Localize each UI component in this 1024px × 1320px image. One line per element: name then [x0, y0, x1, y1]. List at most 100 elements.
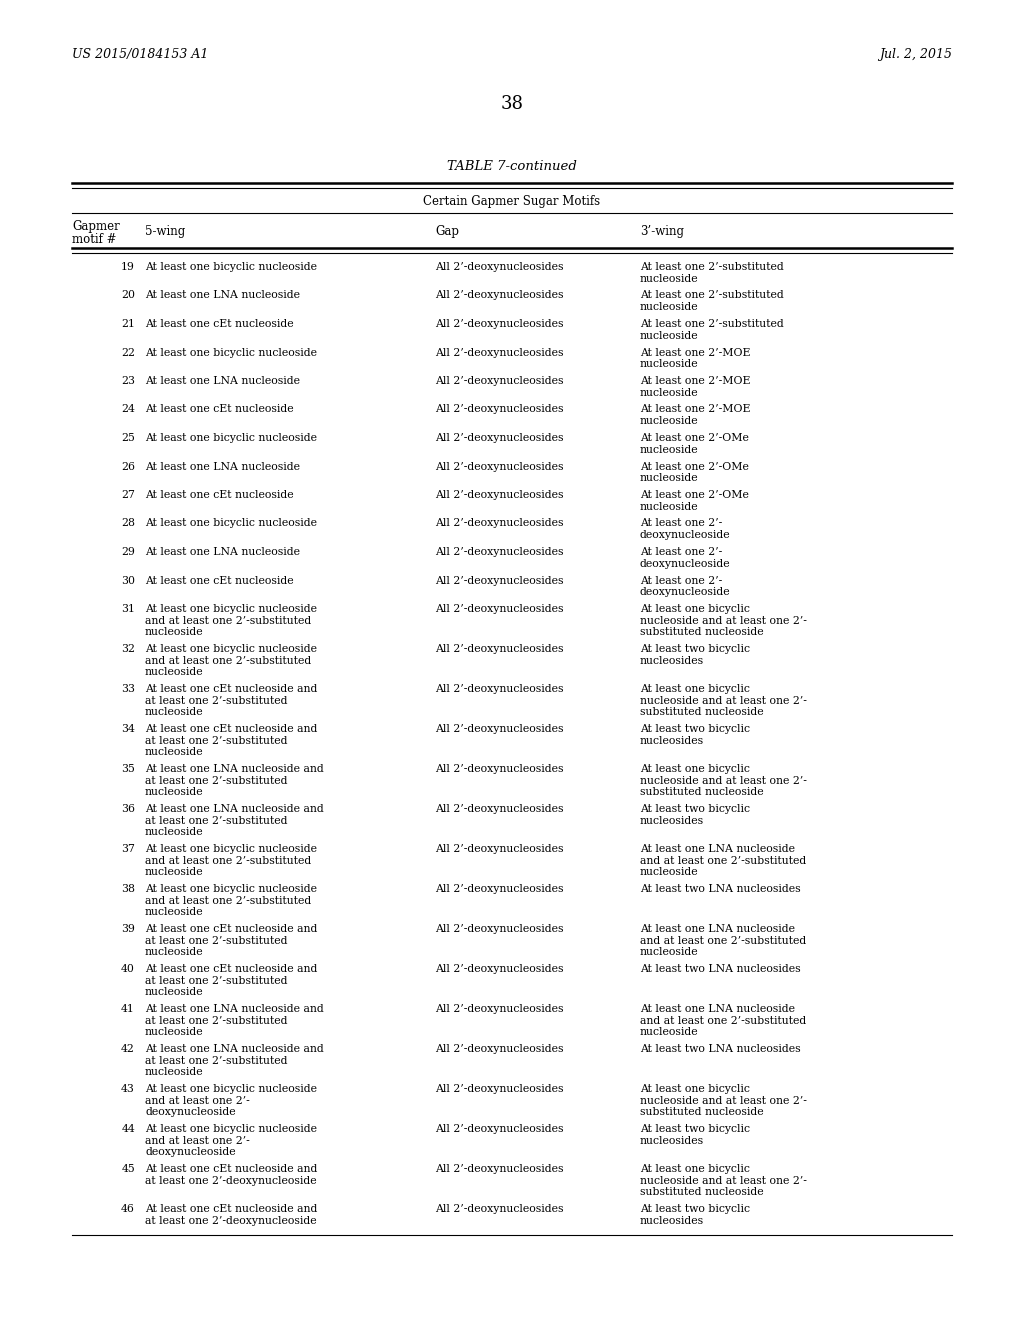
- Text: 22: 22: [121, 347, 135, 358]
- Text: At least one cEt nucleoside and
at least one 2’-deoxynucleoside: At least one cEt nucleoside and at least…: [145, 1204, 317, 1225]
- Text: All 2’-deoxynucleosides: All 2’-deoxynucleosides: [435, 684, 563, 694]
- Text: At least one 2’-
deoxynucleoside: At least one 2’- deoxynucleoside: [640, 576, 731, 597]
- Text: 33: 33: [121, 684, 135, 694]
- Text: At least one bicyclic nucleoside: At least one bicyclic nucleoside: [145, 261, 317, 272]
- Text: 32: 32: [121, 644, 135, 653]
- Text: At least two bicyclic
nucleosides: At least two bicyclic nucleosides: [640, 723, 750, 746]
- Text: Gap: Gap: [435, 224, 459, 238]
- Text: 46: 46: [121, 1204, 135, 1214]
- Text: At least one 2’-substituted
nucleoside: At least one 2’-substituted nucleoside: [640, 261, 783, 284]
- Text: 3’-wing: 3’-wing: [640, 224, 684, 238]
- Text: All 2’-deoxynucleosides: All 2’-deoxynucleosides: [435, 644, 563, 653]
- Text: 38: 38: [501, 95, 523, 114]
- Text: At least one cEt nucleoside and
at least one 2’-deoxynucleoside: At least one cEt nucleoside and at least…: [145, 1164, 317, 1185]
- Text: All 2’-deoxynucleosides: All 2’-deoxynucleosides: [435, 347, 563, 358]
- Text: All 2’-deoxynucleosides: All 2’-deoxynucleosides: [435, 1164, 563, 1173]
- Text: At least one cEt nucleoside and
at least one 2’-substituted
nucleoside: At least one cEt nucleoside and at least…: [145, 684, 317, 717]
- Text: At least one cEt nucleoside: At least one cEt nucleoside: [145, 490, 294, 500]
- Text: 41: 41: [121, 1005, 135, 1014]
- Text: At least one LNA nucleoside: At least one LNA nucleoside: [145, 290, 300, 301]
- Text: 28: 28: [121, 519, 135, 528]
- Text: At least two LNA nucleosides: At least two LNA nucleosides: [640, 1044, 801, 1053]
- Text: At least one 2’-substituted
nucleoside: At least one 2’-substituted nucleoside: [640, 319, 783, 341]
- Text: 44: 44: [121, 1125, 135, 1134]
- Text: 21: 21: [121, 319, 135, 329]
- Text: All 2’-deoxynucleosides: All 2’-deoxynucleosides: [435, 1125, 563, 1134]
- Text: At least one bicyclic nucleoside: At least one bicyclic nucleoside: [145, 519, 317, 528]
- Text: At least one bicyclic
nucleoside and at least one 2’-
substituted nucleoside: At least one bicyclic nucleoside and at …: [640, 605, 807, 638]
- Text: All 2’-deoxynucleosides: All 2’-deoxynucleosides: [435, 605, 563, 614]
- Text: All 2’-deoxynucleosides: All 2’-deoxynucleosides: [435, 964, 563, 974]
- Text: All 2’-deoxynucleosides: All 2’-deoxynucleosides: [435, 433, 563, 444]
- Text: All 2’-deoxynucleosides: All 2’-deoxynucleosides: [435, 519, 563, 528]
- Text: At least one 2’-
deoxynucleoside: At least one 2’- deoxynucleoside: [640, 519, 731, 540]
- Text: All 2’-deoxynucleosides: All 2’-deoxynucleosides: [435, 404, 563, 414]
- Text: At least one bicyclic
nucleoside and at least one 2’-
substituted nucleoside: At least one bicyclic nucleoside and at …: [640, 1164, 807, 1197]
- Text: At least one 2’-OMe
nucleoside: At least one 2’-OMe nucleoside: [640, 433, 749, 454]
- Text: 5-wing: 5-wing: [145, 224, 185, 238]
- Text: At least one cEt nucleoside and
at least one 2’-substituted
nucleoside: At least one cEt nucleoside and at least…: [145, 964, 317, 997]
- Text: At least one bicyclic
nucleoside and at least one 2’-
substituted nucleoside: At least one bicyclic nucleoside and at …: [640, 1084, 807, 1117]
- Text: Jul. 2, 2015: Jul. 2, 2015: [879, 48, 952, 61]
- Text: motif #: motif #: [72, 234, 117, 246]
- Text: All 2’-deoxynucleosides: All 2’-deoxynucleosides: [435, 723, 563, 734]
- Text: All 2’-deoxynucleosides: All 2’-deoxynucleosides: [435, 884, 563, 894]
- Text: 24: 24: [121, 404, 135, 414]
- Text: 38: 38: [121, 884, 135, 894]
- Text: 40: 40: [121, 964, 135, 974]
- Text: At least one bicyclic
nucleoside and at least one 2’-
substituted nucleoside: At least one bicyclic nucleoside and at …: [640, 684, 807, 717]
- Text: At least two LNA nucleosides: At least two LNA nucleosides: [640, 964, 801, 974]
- Text: At least one cEt nucleoside: At least one cEt nucleoside: [145, 319, 294, 329]
- Text: At least one bicyclic nucleoside: At least one bicyclic nucleoside: [145, 433, 317, 444]
- Text: 29: 29: [121, 546, 135, 557]
- Text: All 2’-deoxynucleosides: All 2’-deoxynucleosides: [435, 576, 563, 586]
- Text: At least one cEt nucleoside: At least one cEt nucleoside: [145, 576, 294, 586]
- Text: 43: 43: [121, 1084, 135, 1094]
- Text: Gapmer: Gapmer: [72, 220, 120, 234]
- Text: All 2’-deoxynucleosides: All 2’-deoxynucleosides: [435, 546, 563, 557]
- Text: 26: 26: [121, 462, 135, 471]
- Text: At least one bicyclic nucleoside
and at least one 2’-substituted
nucleoside: At least one bicyclic nucleoside and at …: [145, 884, 317, 917]
- Text: At least one LNA nucleoside
and at least one 2’-substituted
nucleoside: At least one LNA nucleoside and at least…: [640, 1005, 806, 1038]
- Text: At least one 2’-MOE
nucleoside: At least one 2’-MOE nucleoside: [640, 376, 751, 397]
- Text: 27: 27: [121, 490, 135, 500]
- Text: All 2’-deoxynucleosides: All 2’-deoxynucleosides: [435, 1044, 563, 1053]
- Text: 19: 19: [121, 261, 135, 272]
- Text: At least two LNA nucleosides: At least two LNA nucleosides: [640, 884, 801, 894]
- Text: At least one bicyclic nucleoside
and at least one 2’-substituted
nucleoside: At least one bicyclic nucleoside and at …: [145, 644, 317, 677]
- Text: At least one 2’-
deoxynucleoside: At least one 2’- deoxynucleoside: [640, 546, 731, 569]
- Text: 42: 42: [121, 1044, 135, 1053]
- Text: 23: 23: [121, 376, 135, 385]
- Text: At least one bicyclic nucleoside
and at least one 2’-
deoxynucleoside: At least one bicyclic nucleoside and at …: [145, 1125, 317, 1158]
- Text: All 2’-deoxynucleosides: All 2’-deoxynucleosides: [435, 804, 563, 814]
- Text: 37: 37: [121, 843, 135, 854]
- Text: All 2’-deoxynucleosides: All 2’-deoxynucleosides: [435, 261, 563, 272]
- Text: At least one LNA nucleoside
and at least one 2’-substituted
nucleoside: At least one LNA nucleoside and at least…: [640, 924, 806, 957]
- Text: All 2’-deoxynucleosides: All 2’-deoxynucleosides: [435, 490, 563, 500]
- Text: All 2’-deoxynucleosides: All 2’-deoxynucleosides: [435, 764, 563, 774]
- Text: At least one 2’-OMe
nucleoside: At least one 2’-OMe nucleoside: [640, 462, 749, 483]
- Text: 36: 36: [121, 804, 135, 814]
- Text: At least one LNA nucleoside: At least one LNA nucleoside: [145, 376, 300, 385]
- Text: At least one bicyclic nucleoside
and at least one 2’-substituted
nucleoside: At least one bicyclic nucleoside and at …: [145, 843, 317, 878]
- Text: 25: 25: [121, 433, 135, 444]
- Text: All 2’-deoxynucleosides: All 2’-deoxynucleosides: [435, 1005, 563, 1014]
- Text: All 2’-deoxynucleosides: All 2’-deoxynucleosides: [435, 1084, 563, 1094]
- Text: At least one LNA nucleoside and
at least one 2’-substituted
nucleoside: At least one LNA nucleoside and at least…: [145, 1044, 324, 1077]
- Text: At least one bicyclic nucleoside
and at least one 2’-
deoxynucleoside: At least one bicyclic nucleoside and at …: [145, 1084, 317, 1117]
- Text: All 2’-deoxynucleosides: All 2’-deoxynucleosides: [435, 462, 563, 471]
- Text: At least one 2’-MOE
nucleoside: At least one 2’-MOE nucleoside: [640, 404, 751, 426]
- Text: At least one 2’-MOE
nucleoside: At least one 2’-MOE nucleoside: [640, 347, 751, 370]
- Text: At least one 2’-substituted
nucleoside: At least one 2’-substituted nucleoside: [640, 290, 783, 312]
- Text: At least two bicyclic
nucleosides: At least two bicyclic nucleosides: [640, 1204, 750, 1225]
- Text: Certain Gapmer Sugar Motifs: Certain Gapmer Sugar Motifs: [424, 195, 600, 209]
- Text: All 2’-deoxynucleosides: All 2’-deoxynucleosides: [435, 376, 563, 385]
- Text: All 2’-deoxynucleosides: All 2’-deoxynucleosides: [435, 843, 563, 854]
- Text: At least one cEt nucleoside and
at least one 2’-substituted
nucleoside: At least one cEt nucleoside and at least…: [145, 924, 317, 957]
- Text: At least one LNA nucleoside and
at least one 2’-substituted
nucleoside: At least one LNA nucleoside and at least…: [145, 764, 324, 797]
- Text: At least one cEt nucleoside: At least one cEt nucleoside: [145, 404, 294, 414]
- Text: At least one LNA nucleoside: At least one LNA nucleoside: [145, 462, 300, 471]
- Text: At least one bicyclic nucleoside
and at least one 2’-substituted
nucleoside: At least one bicyclic nucleoside and at …: [145, 605, 317, 638]
- Text: At least one cEt nucleoside and
at least one 2’-substituted
nucleoside: At least one cEt nucleoside and at least…: [145, 723, 317, 758]
- Text: 20: 20: [121, 290, 135, 301]
